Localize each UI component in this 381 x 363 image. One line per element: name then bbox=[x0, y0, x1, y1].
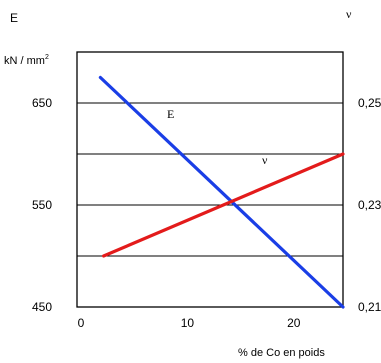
gridlines bbox=[77, 102, 343, 257]
x-tick-label: 0 bbox=[78, 316, 85, 330]
x-tick-label: 20 bbox=[287, 316, 301, 330]
right-tick-label: 0,25 bbox=[358, 96, 381, 110]
left-axis-unit: kN / mm2 bbox=[4, 54, 49, 67]
left-axis-symbol: E bbox=[10, 11, 18, 25]
left-axis-unit-exponent: 2 bbox=[45, 54, 49, 61]
series-line-e bbox=[98, 75, 345, 309]
right-tick-label: 0,21 bbox=[358, 300, 381, 314]
left-axis-unit-prefix: kN / mm bbox=[4, 55, 45, 67]
right-tick-label: 0,23 bbox=[358, 198, 381, 212]
series-labels: Eν bbox=[167, 107, 268, 167]
right-axis-symbol: ν bbox=[346, 7, 352, 21]
x-tick-labels: 0 10 20 bbox=[78, 316, 301, 330]
series-line-nu bbox=[101, 152, 345, 258]
left-tick-label: 450 bbox=[32, 300, 52, 314]
series-label-nu: ν bbox=[262, 153, 268, 167]
series-label-e: E bbox=[167, 107, 174, 121]
left-tick-label: 650 bbox=[32, 96, 52, 110]
x-tick-label: 10 bbox=[181, 316, 195, 330]
left-tick-labels: 450 550 650 bbox=[32, 96, 52, 314]
series-layer bbox=[98, 75, 345, 309]
x-axis-label: % de Co en poids bbox=[238, 347, 325, 359]
right-tick-labels: 0,21 0,23 0,25 bbox=[358, 96, 381, 314]
left-tick-label: 550 bbox=[32, 198, 52, 212]
plot-frame bbox=[76, 51, 344, 308]
